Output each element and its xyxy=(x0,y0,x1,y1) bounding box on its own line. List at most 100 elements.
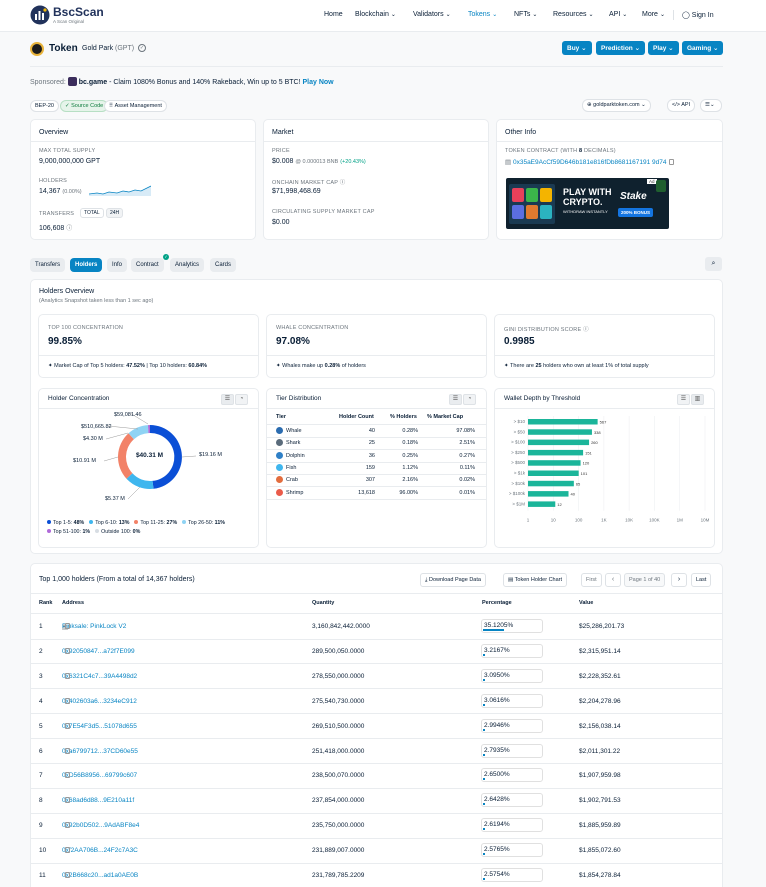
copy-icon[interactable] xyxy=(65,747,70,754)
tab-analytics[interactable]: Analytics xyxy=(170,258,205,272)
copy-icon[interactable] xyxy=(65,872,70,878)
first-page-button[interactable]: First xyxy=(581,573,602,587)
legend-item[interactable]: Top 26-50: 11% xyxy=(182,519,225,528)
sponsored-brand[interactable]: bc.game xyxy=(78,79,108,86)
asset-management-badge[interactable]: ⠿ Asset Management xyxy=(104,100,167,112)
tab-contract[interactable]: Contract xyxy=(131,258,164,272)
donut-label-5: $19.16 M xyxy=(199,452,222,458)
copy-icon[interactable] xyxy=(65,797,70,804)
list-view-icon[interactable]: ☰ xyxy=(221,394,234,405)
rank-cell: 10 xyxy=(39,847,47,855)
list-view-icon[interactable]: ☰ xyxy=(449,394,462,405)
nav-resources[interactable]: Resources ⌄ xyxy=(553,11,594,18)
depth-bar xyxy=(528,449,584,456)
tab-cards[interactable]: Cards xyxy=(210,258,237,272)
transfers-total-toggle[interactable]: TOTAL xyxy=(80,208,104,218)
nav-nfts[interactable]: NFTs ⌄ xyxy=(514,11,538,18)
chart-view-icon[interactable]: ◔ xyxy=(463,394,476,405)
tab-holders[interactable]: Holders xyxy=(70,258,103,272)
contract-address[interactable]: ▤ 0x35aE9AcCf59D646b181e816fDb8681167191… xyxy=(505,158,675,166)
copy-icon[interactable] xyxy=(65,772,70,779)
nav-blockchain[interactable]: Blockchain ⌄ xyxy=(355,11,396,18)
last-page-button[interactable]: Last xyxy=(691,573,712,587)
next-page-icon[interactable]: › xyxy=(671,573,687,587)
row-divider xyxy=(31,638,722,640)
legend-dot-icon xyxy=(47,529,51,533)
nav-more[interactable]: More ⌄ xyxy=(642,11,665,18)
logo-name[interactable]: BscScan xyxy=(53,5,104,19)
tier-distribution-card: Tier Distribution ☰ ◔ Tier Holder Count … xyxy=(266,388,487,548)
bscscan-logo-icon[interactable] xyxy=(30,5,50,25)
ad-headline-2: CRYPTO. xyxy=(563,197,603,207)
copy-icon[interactable] xyxy=(65,697,70,704)
ad-bonus: 200% BONUS xyxy=(618,208,654,217)
copy-icon[interactable] xyxy=(65,623,70,629)
legend-item[interactable]: Outside 100: 0% xyxy=(95,528,140,537)
quantity-cell: 3,160,842,442.0000 xyxy=(312,623,370,630)
card-divider xyxy=(267,424,486,425)
nav-validators[interactable]: Validators ⌄ xyxy=(413,11,451,18)
legend-item[interactable]: Top 51-100: 1% xyxy=(47,528,90,537)
sign-in-link[interactable]: ◯ Sign In xyxy=(682,12,714,19)
row-divider xyxy=(267,473,486,475)
table-header-row: Rank Address Quantity Percentage Value xyxy=(39,600,594,606)
download-data-button[interactable]: ⤓ Download Page Data xyxy=(420,573,486,587)
list-view-icon[interactable]: ☰ xyxy=(677,394,690,405)
search-icon[interactable]: ⌕ xyxy=(705,257,722,271)
holder-chart-button[interactable]: ▤ Token Holder Chart xyxy=(503,573,568,587)
percentage-bar xyxy=(483,653,485,656)
prediction-button[interactable]: Prediction ⌄ xyxy=(596,41,646,55)
rank-cell: 9 xyxy=(39,822,43,830)
prev-page-icon[interactable]: ‹ xyxy=(605,573,621,587)
legend-item[interactable]: Top 6-10: 13% xyxy=(89,519,129,528)
gaming-button[interactable]: Gaming ⌄ xyxy=(682,41,724,55)
source-code-badge[interactable]: ✓ Source Code xyxy=(60,100,109,112)
tab-info[interactable]: Info xyxy=(107,258,128,272)
transfers-24h-toggle[interactable]: 24H xyxy=(106,208,124,218)
chart-view-icon[interactable]: ▥ xyxy=(691,394,704,405)
chart-view-icon[interactable]: ◔ xyxy=(235,394,248,405)
rank-cell: 11 xyxy=(39,872,46,879)
y-category-label: > $50 xyxy=(514,429,526,434)
row-divider xyxy=(31,688,722,690)
depth-bar xyxy=(528,470,579,476)
more-options-button[interactable]: ☰⌄ xyxy=(700,99,722,112)
whale-card: WHALE CONCENTRATION 97.08% ✦ Whales make… xyxy=(266,314,487,378)
value-cell: $2,228,352.61 xyxy=(579,672,621,680)
nav-tokens[interactable]: Tokens ⌄ xyxy=(468,11,498,18)
copy-icon[interactable] xyxy=(669,159,675,165)
api-link[interactable]: </> API xyxy=(667,99,696,112)
ad-chip-icon xyxy=(656,180,666,192)
copy-icon[interactable] xyxy=(65,647,70,654)
x-tick-label: 1 xyxy=(527,518,530,523)
buy-button[interactable]: Buy ⌄ xyxy=(562,41,592,55)
copy-icon[interactable] xyxy=(65,722,70,729)
copy-icon[interactable] xyxy=(65,672,70,679)
token-label: Token xyxy=(49,43,78,54)
rank-cell: 3 xyxy=(39,672,43,680)
x-tick-label: 100K xyxy=(649,518,660,523)
donut-label-3: $4.30 M xyxy=(83,436,103,442)
play-button[interactable]: Play ⌄ xyxy=(648,41,679,55)
tier-animal-icon xyxy=(276,451,283,459)
y-category-label: > $1M xyxy=(512,501,525,506)
depth-value-label: 120 xyxy=(583,461,590,466)
card-divider xyxy=(497,141,722,142)
stake-ad-banner[interactable]: PLAY WITH CRYPTO. WITHDRAW INSTANTLY Sta… xyxy=(506,178,669,229)
copy-icon[interactable] xyxy=(65,822,70,829)
play-now-link[interactable]: Play Now xyxy=(302,79,334,86)
wallet-depth-chart: 1 10 100 1K 10K 100K 1M 10M > $10 567 > $50 338 > $1… xyxy=(509,416,710,523)
row-divider xyxy=(31,837,722,839)
y-category-label: > $100 xyxy=(511,440,525,445)
copy-icon[interactable] xyxy=(65,847,70,854)
nav-api[interactable]: API ⌄ xyxy=(609,11,628,18)
legend-item[interactable]: Top 11-25: 27% xyxy=(134,519,177,528)
percentage-bar xyxy=(483,678,485,681)
quantity-cell: 278,550,000.0000 xyxy=(312,672,365,680)
tier-title: Tier Distribution xyxy=(276,395,322,402)
nav-home[interactable]: Home xyxy=(324,11,343,18)
tab-transfers[interactable]: Transfers xyxy=(30,258,66,272)
contract-verified-icon: ✓ xyxy=(163,254,169,260)
legend-item[interactable]: Top 1-5: 48% xyxy=(47,519,84,528)
website-link[interactable]: ⊕ goldparktoken.com ⌄ xyxy=(582,99,651,112)
